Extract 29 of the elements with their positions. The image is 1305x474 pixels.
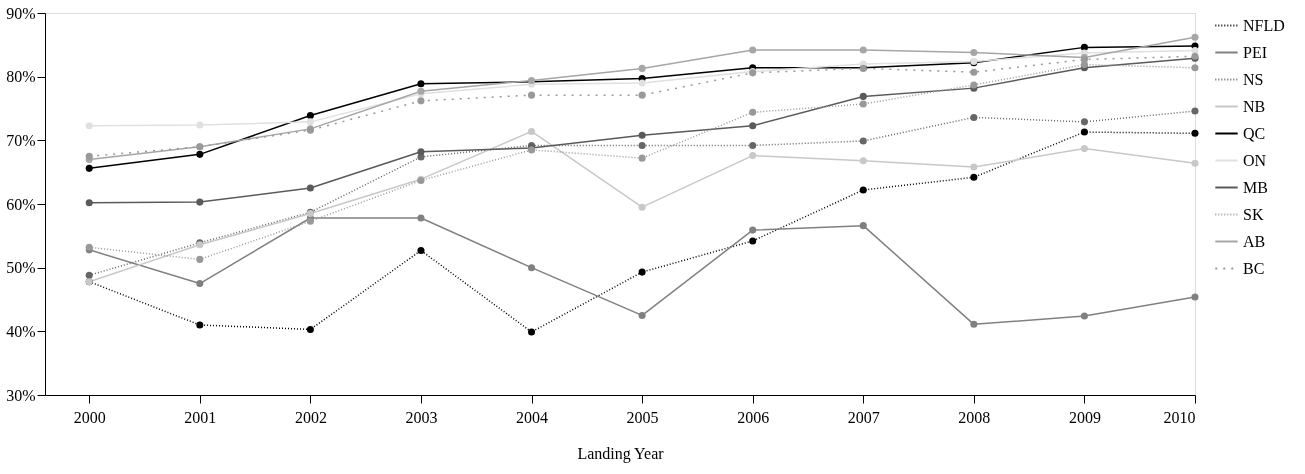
y-tick-label: 70% — [6, 131, 36, 149]
x-tick-label: 2008 — [958, 408, 991, 426]
x-tick-label: 2009 — [1068, 408, 1101, 426]
legend-label: PEI — [1243, 43, 1267, 61]
legend-label: QC — [1243, 124, 1266, 142]
x-tick-label: 2006 — [737, 408, 770, 426]
legend-label: AB — [1243, 232, 1266, 250]
y-tick-label: 50% — [6, 259, 36, 277]
legend-label: BC — [1243, 259, 1265, 277]
y-tick-label: 60% — [6, 195, 36, 213]
legend-label: MB — [1243, 178, 1268, 196]
y-tick-label: 40% — [6, 322, 36, 340]
legend-label: ON — [1243, 151, 1267, 169]
x-tick-label: 2002 — [294, 408, 327, 426]
x-tick-label: 2001 — [184, 408, 217, 426]
x-tick-label: 2000 — [73, 408, 106, 426]
x-tick-label: 2004 — [516, 408, 549, 426]
x-tick-label: 2007 — [847, 408, 880, 426]
legend-label: NFLD — [1243, 16, 1285, 34]
y-tick-label: 80% — [6, 68, 36, 86]
legend-label: NS — [1243, 70, 1264, 88]
x-tick-label: 2005 — [626, 408, 659, 426]
legend-label: SK — [1243, 205, 1264, 223]
x-axis-title: Landing Year — [577, 444, 665, 463]
x-tick-label: 2003 — [405, 408, 438, 426]
x-tick-label: 2010 — [1163, 408, 1196, 426]
y-tick-label: 90% — [6, 4, 36, 22]
y-tick-label: 30% — [6, 386, 36, 404]
legend-label: NB — [1243, 97, 1266, 115]
